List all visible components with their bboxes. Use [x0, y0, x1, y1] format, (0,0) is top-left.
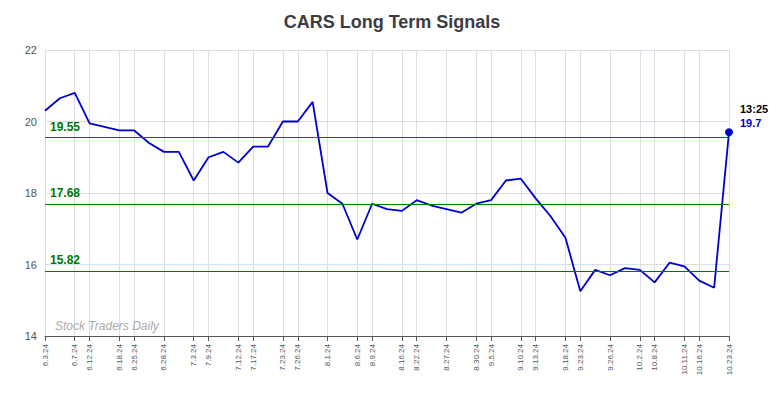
svg-text:19.55: 19.55 [50, 120, 80, 134]
svg-text:8.16.24: 8.16.24 [397, 343, 406, 370]
svg-text:16: 16 [25, 259, 37, 271]
svg-text:10.11.24: 10.11.24 [680, 343, 689, 374]
svg-text:6.3.24: 6.3.24 [41, 343, 50, 366]
svg-text:13:25: 13:25 [740, 103, 768, 115]
svg-text:9.13.24: 9.13.24 [531, 343, 540, 370]
svg-text:22: 22 [25, 44, 37, 56]
svg-text:Stock Traders Daily: Stock Traders Daily [55, 319, 160, 333]
svg-text:8.6.24: 8.6.24 [353, 343, 362, 366]
svg-text:6.12.24: 6.12.24 [85, 343, 94, 370]
svg-text:10.2.24: 10.2.24 [635, 343, 644, 370]
svg-text:8.9.24: 8.9.24 [368, 343, 377, 366]
svg-text:18: 18 [25, 187, 37, 199]
svg-text:7.23.24: 7.23.24 [278, 343, 287, 370]
svg-text:15.82: 15.82 [50, 253, 80, 267]
svg-text:6.25.24: 6.25.24 [130, 343, 139, 370]
svg-text:14: 14 [25, 330, 37, 342]
svg-text:8.30.24: 8.30.24 [472, 343, 481, 370]
svg-text:6.7.24: 6.7.24 [70, 343, 79, 366]
svg-text:7.26.24: 7.26.24 [293, 343, 302, 370]
svg-text:19.7: 19.7 [740, 117, 761, 129]
svg-text:10.23.24: 10.23.24 [725, 343, 734, 375]
svg-text:20: 20 [25, 116, 37, 128]
svg-text:7.9.24: 7.9.24 [204, 343, 213, 366]
svg-text:7.3.24: 7.3.24 [189, 343, 198, 366]
svg-text:9.23.24: 9.23.24 [576, 343, 585, 370]
svg-text:8.22.24: 8.22.24 [412, 343, 421, 370]
svg-text:9.5.24: 9.5.24 [487, 343, 496, 366]
svg-text:17.68: 17.68 [50, 186, 80, 200]
svg-text:8.27.24: 8.27.24 [442, 343, 451, 370]
svg-text:7.17.24: 7.17.24 [249, 343, 258, 370]
svg-text:10.8.24: 10.8.24 [650, 343, 659, 370]
svg-text:9.18.24: 9.18.24 [561, 343, 570, 370]
svg-text:9.10.24: 9.10.24 [516, 343, 525, 370]
svg-text:9.26.24: 9.26.24 [606, 343, 615, 370]
svg-text:CARS Long Term Signals: CARS Long Term Signals [284, 12, 501, 32]
svg-text:10.16.24: 10.16.24 [695, 343, 704, 375]
svg-text:8.1.24: 8.1.24 [323, 343, 332, 366]
svg-text:6.18.24: 6.18.24 [115, 343, 124, 370]
svg-text:6.28.24: 6.28.24 [159, 343, 168, 370]
svg-text:7.12.24: 7.12.24 [234, 343, 243, 370]
